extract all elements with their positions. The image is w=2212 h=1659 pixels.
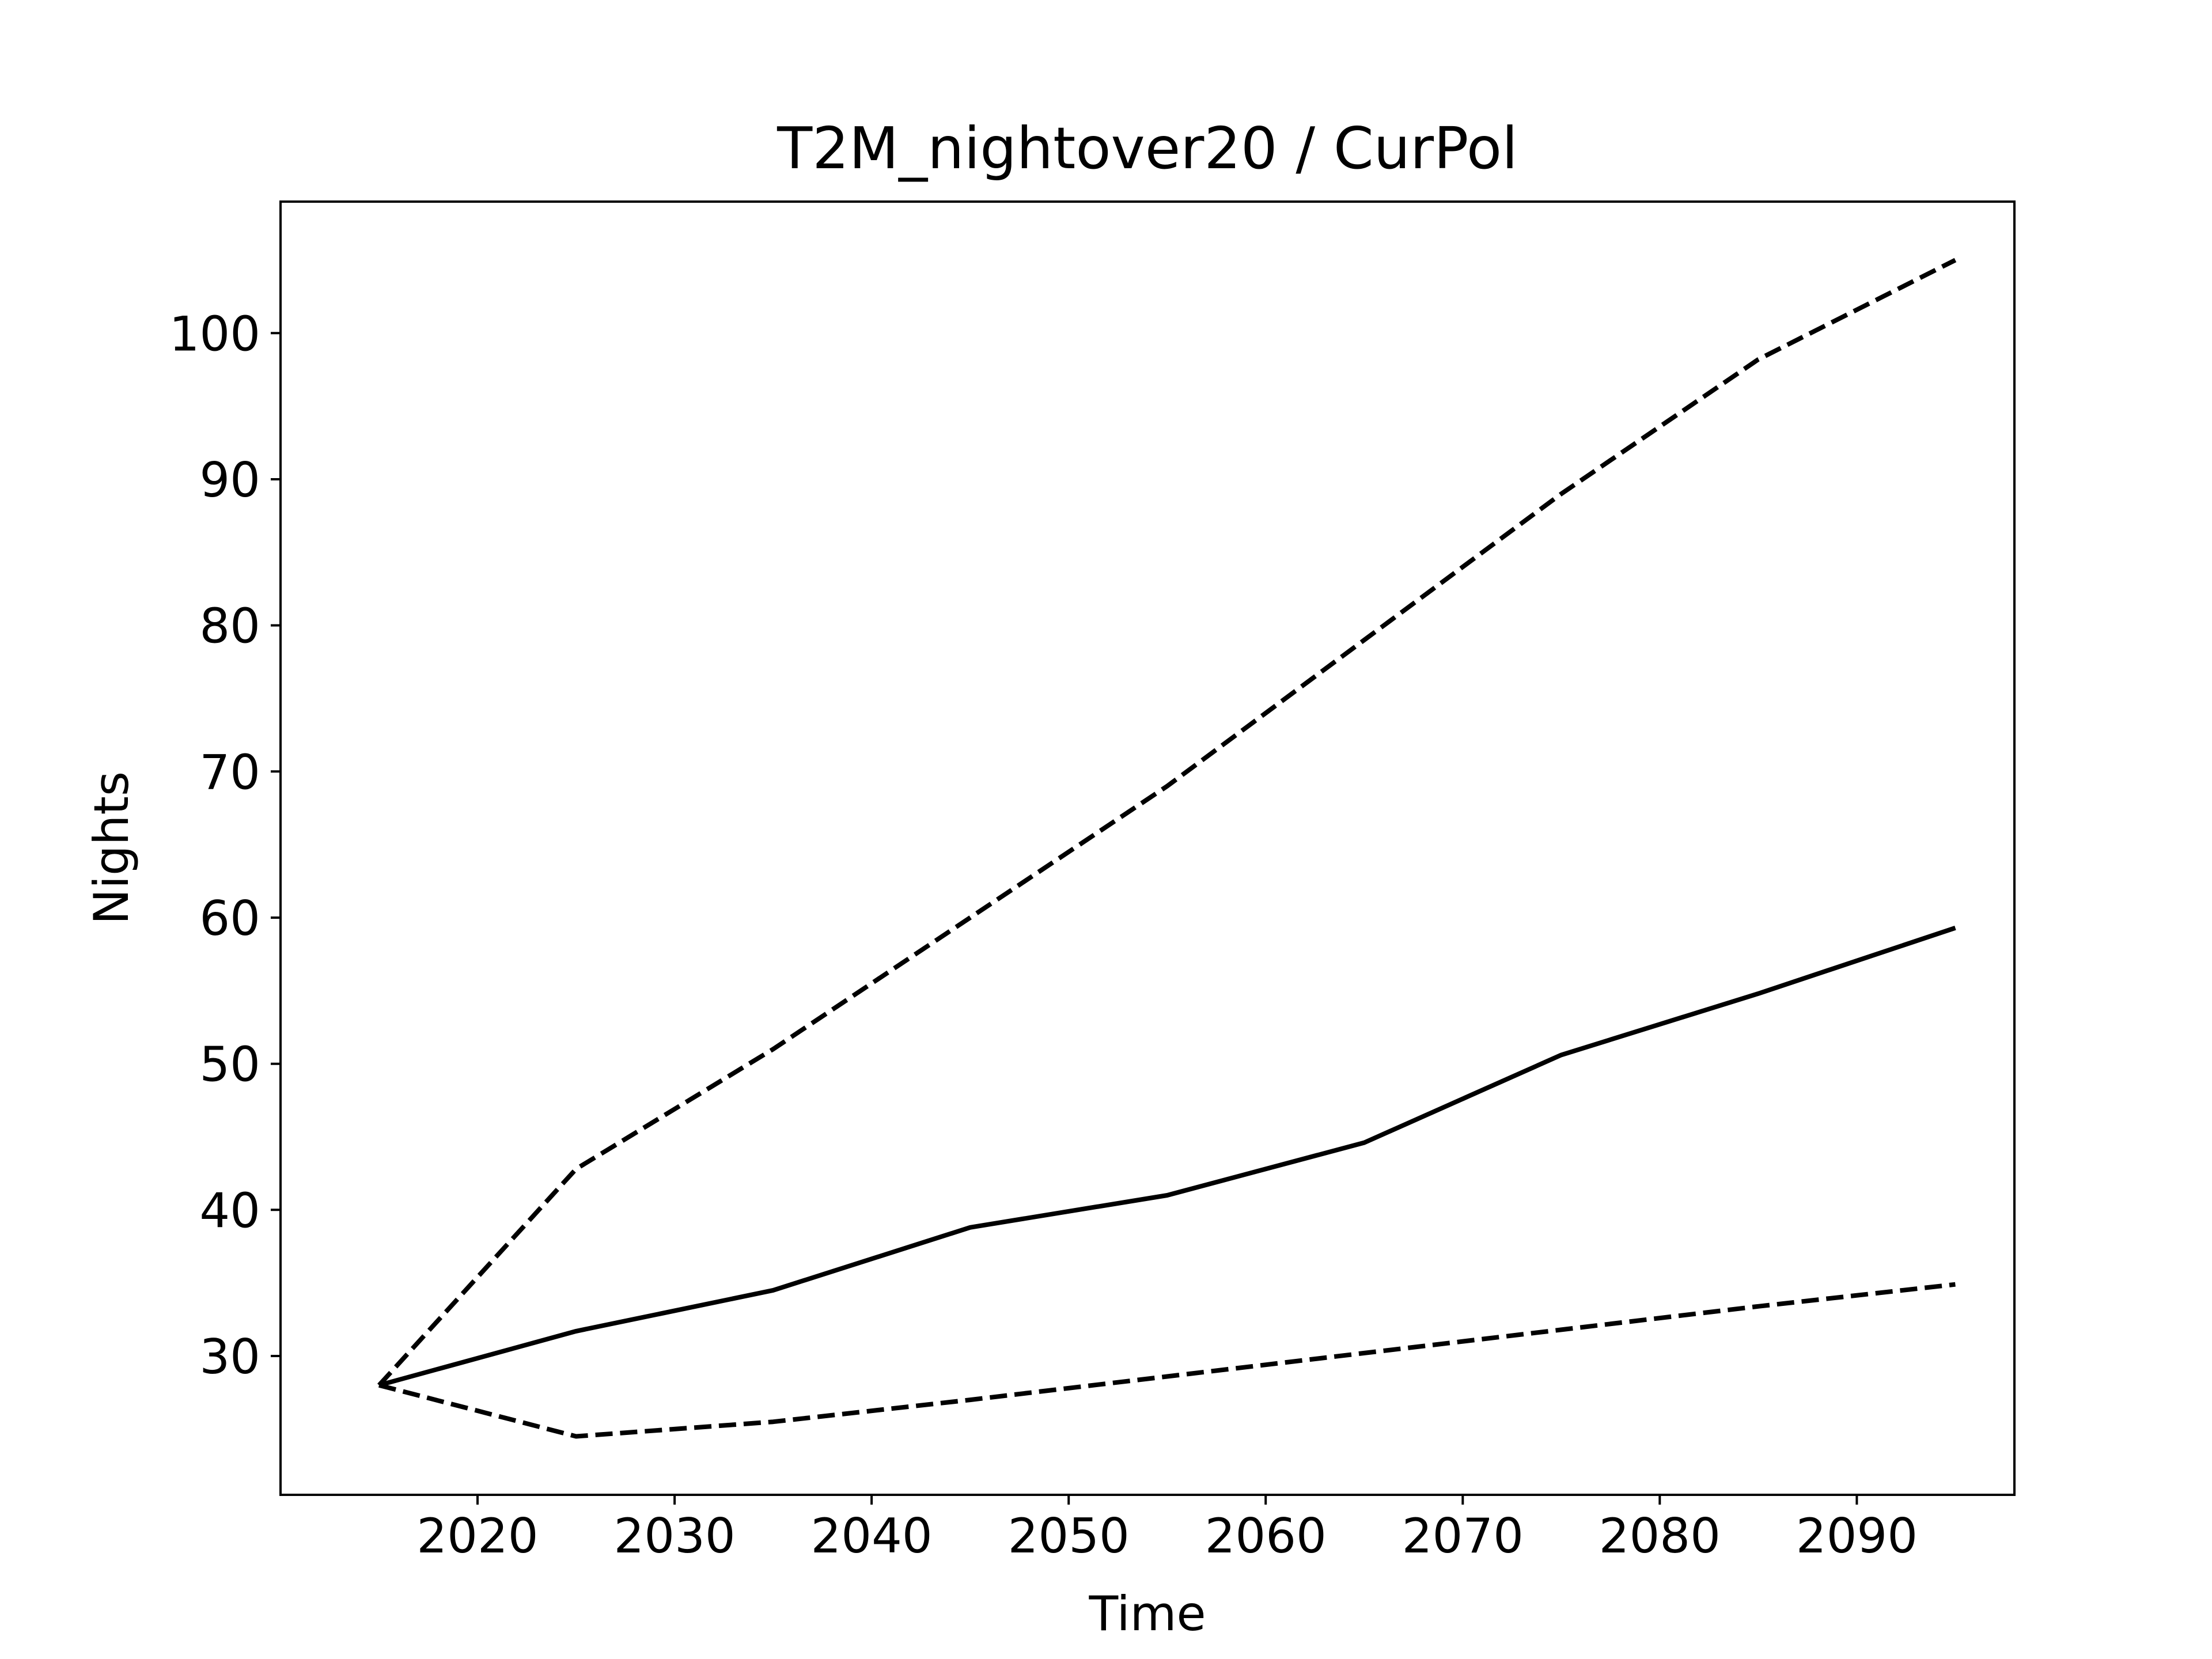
chart-title: T2M_nightover20 / CurPol [777,115,1518,182]
y-tick-label: 80 [199,599,260,654]
y-tick-label: 50 [199,1037,260,1093]
plot-area-frame [279,200,2016,1496]
y-axis-ticks: 30 40 50 60 70 80 90 100 [169,306,281,1385]
x-tick-label: 2070 [1402,1508,1524,1564]
series-layer [377,257,1957,1439]
x-tick-label: 2020 [416,1508,538,1564]
y-axis-label: Nights [84,771,139,925]
x-tick-label: 2080 [1599,1508,1721,1564]
series-line-1-dashed [377,257,1957,1387]
x-axis-label: Time [1088,1586,1206,1642]
x-tick-label: 2040 [810,1508,932,1564]
x-tick-label: 2090 [1796,1508,1918,1564]
y-tick-label: 100 [169,306,260,362]
x-axis-ticks: 2020 2030 2040 2050 2060 2070 2080 2090 [416,1495,1918,1564]
y-tick-label: 40 [199,1183,260,1238]
x-tick-label: 2050 [1008,1508,1130,1564]
series-line-2-solid [378,926,1956,1388]
y-tick-label: 90 [199,452,260,508]
y-tick-label: 60 [199,891,260,946]
y-tick-label: 70 [199,744,260,800]
x-tick-label: 2030 [613,1508,735,1564]
series-line-3-dashed [378,1282,1956,1439]
x-tick-label: 2060 [1205,1508,1327,1564]
y-tick-label: 30 [199,1329,260,1385]
